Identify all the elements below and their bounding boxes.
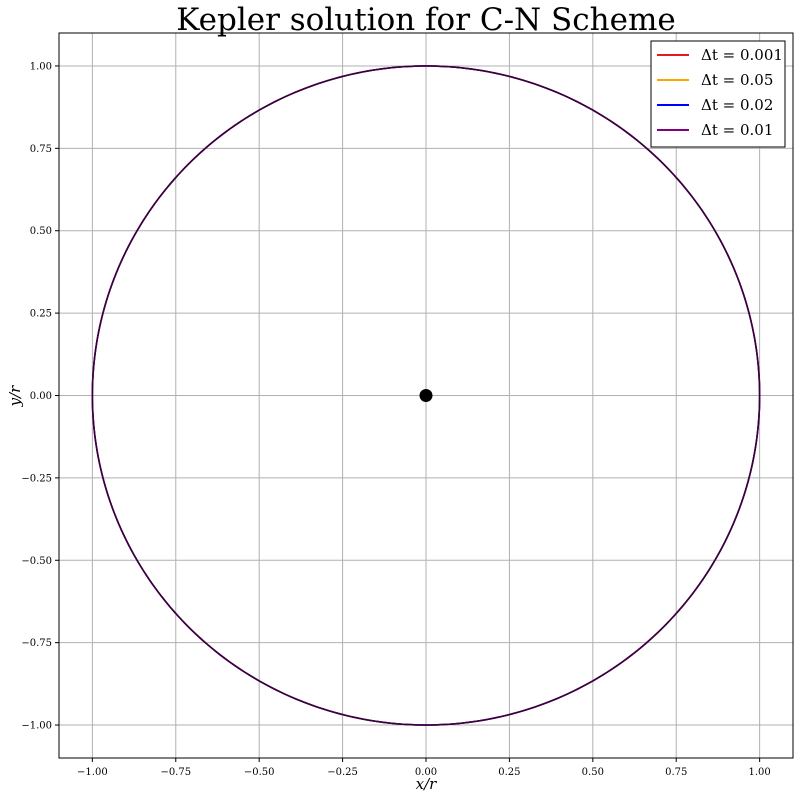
x-tick-label: 0.00 — [415, 767, 437, 778]
ticks: −1.00 −0.75 −0.50 −0.25 0.00 0.25 0.50 0.75 1.00… — [21, 61, 770, 778]
central-body-group — [419, 389, 433, 402]
legend-label-3: Δt = 0.02 — [701, 96, 773, 114]
x-tick-label: 1.00 — [749, 767, 771, 778]
x-tick-label: 0.50 — [582, 767, 604, 778]
y-tick-label: 0.25 — [30, 309, 52, 320]
y-tick-label: −1.00 — [21, 721, 52, 732]
central-body-marker — [419, 389, 433, 402]
y-tick-label: 0.50 — [30, 226, 52, 237]
legend-label-4: Δt = 0.01 — [701, 121, 773, 139]
legend: Δt = 0.001 Δt = 0.05 Δt = 0.02 Δt = 0.01 — [650, 40, 786, 148]
orbit-overlap-line — [91, 65, 761, 726]
y-tick-label: 1.00 — [30, 61, 52, 72]
legend-label-2: Δt = 0.05 — [701, 71, 773, 89]
y-axis-label: y/r — [6, 385, 24, 408]
x-tick-label: −0.25 — [327, 767, 358, 778]
x-tick-label: 0.25 — [498, 767, 520, 778]
x-axis-label: x/r — [416, 775, 438, 793]
y-tick-label: −0.75 — [21, 638, 52, 649]
y-tick-label: 0.00 — [30, 391, 52, 402]
chart-title: Kepler solution for C-N Scheme — [176, 2, 675, 38]
y-tick-label: −0.25 — [21, 473, 52, 484]
x-tick-label: −0.75 — [160, 767, 191, 778]
series-group — [91, 65, 761, 726]
x-tick-label: −1.00 — [77, 767, 108, 778]
x-tick-label: −0.50 — [244, 767, 275, 778]
y-tick-label: 0.75 — [30, 144, 52, 155]
y-tick-label: −0.50 — [21, 556, 52, 567]
legend-label-1: Δt = 0.001 — [701, 46, 783, 64]
x-tick-label: 0.75 — [665, 767, 687, 778]
